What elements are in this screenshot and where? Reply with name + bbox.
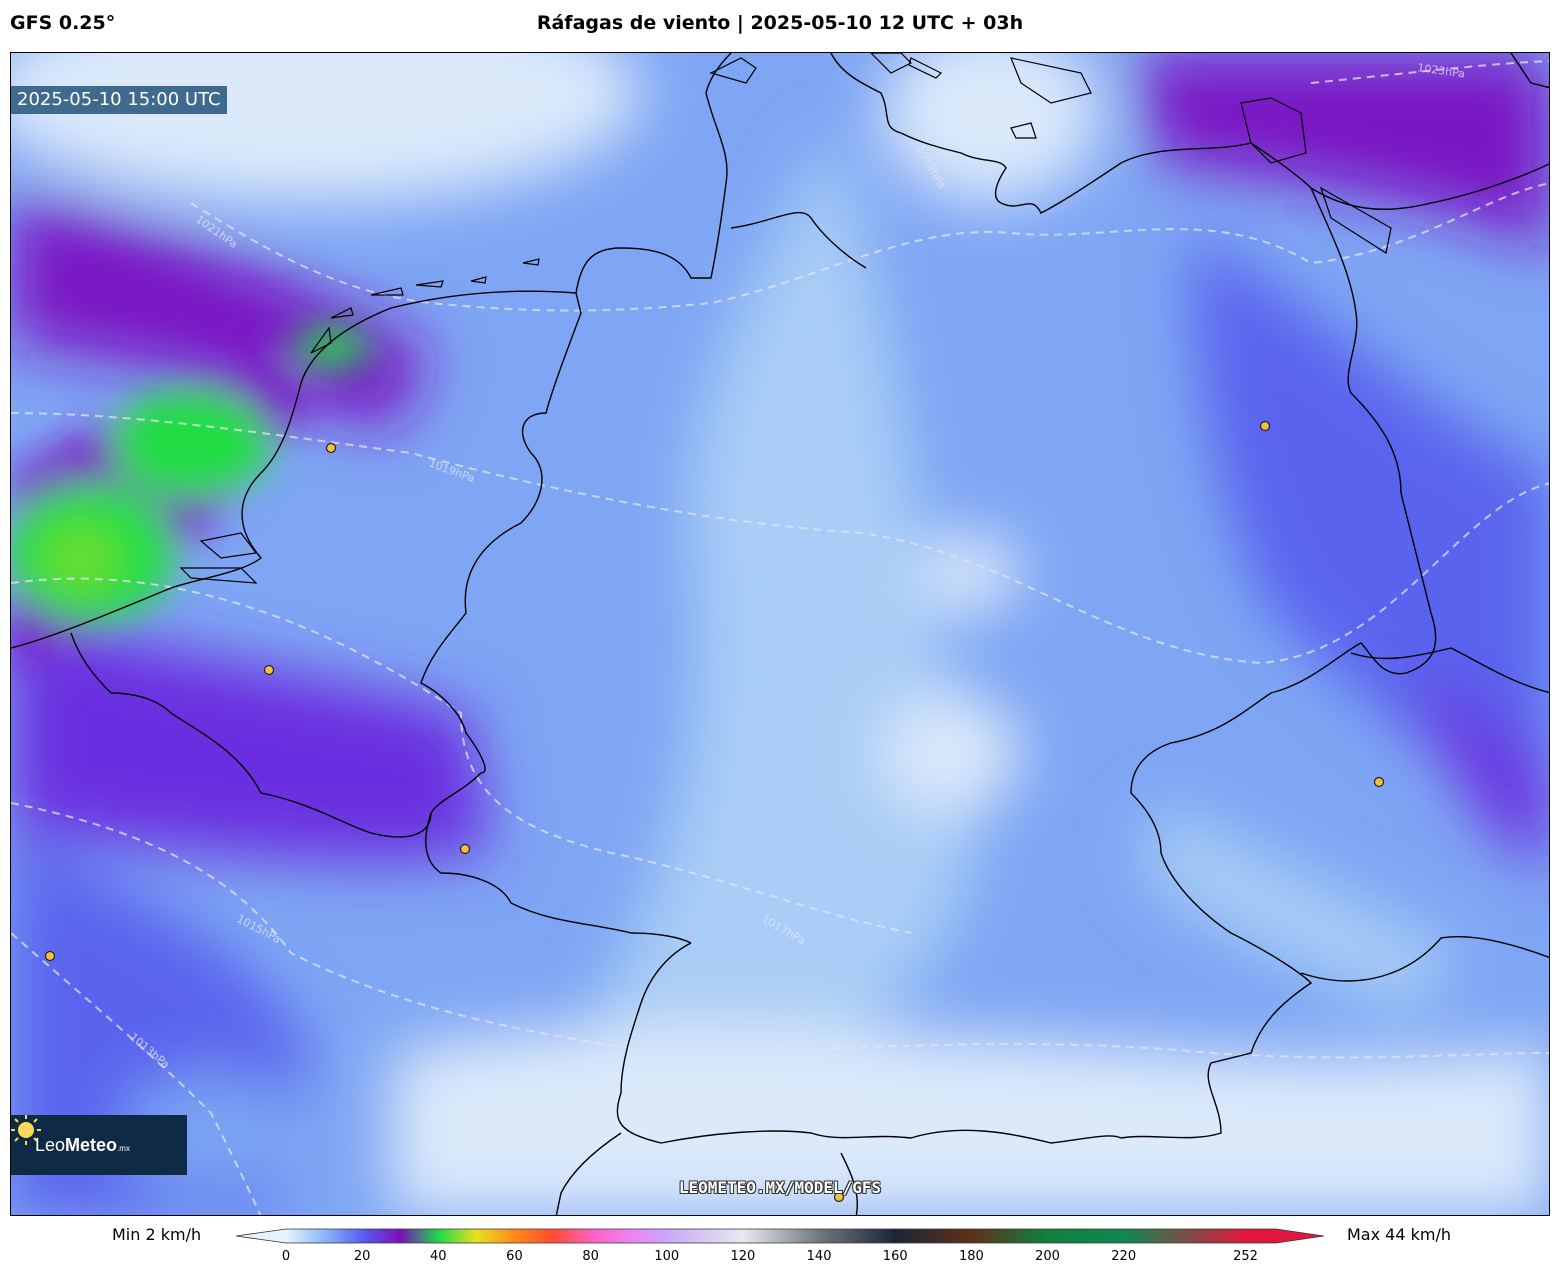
colorbar-tick: 140 [806, 1249, 832, 1264]
logo-suffix: .mx [117, 1143, 130, 1153]
border-ne [1510, 53, 1549, 89]
legend-max-label: Max 44 km/h [1347, 1225, 1451, 1244]
field-benelux-violet [11, 613, 491, 862]
border-fr-de-lux [425, 812, 692, 944]
island-lolland [908, 57, 943, 79]
island-sylt [709, 57, 757, 84]
colorbar-ticks: 0 20 40 60 80 100 120 140 160 180 200 22… [0, 1249, 1560, 1264]
field-alps-calm [391, 1025, 1549, 1215]
field-central-calm [881, 693, 1021, 813]
island-curonian [1240, 97, 1307, 164]
field-gust-core-1 [111, 388, 271, 498]
field-frisian-gust [291, 328, 371, 368]
isobar-1015 [11, 802, 1549, 1059]
map-frame[interactable]: 1023hPa 1021hPa 1019hPa 1017hPa 1015hPa … [10, 52, 1550, 1216]
isobar-1017 [11, 577, 912, 934]
colorbar-tick: 80 [582, 1249, 599, 1264]
field-poland-blue [1191, 233, 1549, 832]
colorbar-tick: 40 [430, 1249, 447, 1264]
city-marker-vaduz [833, 1191, 845, 1203]
coast-kiel [730, 211, 867, 269]
isobar-1021 [190, 182, 1549, 312]
island-spit [1319, 186, 1392, 254]
border-ch-at [616, 942, 1122, 1144]
field-central-corridor [571, 133, 978, 1103]
islands [179, 53, 1392, 584]
island-fehmarn [870, 53, 913, 74]
island-bornholm [1010, 57, 1092, 104]
field-czech-light [1141, 803, 1461, 1013]
isobar-1019 [11, 412, 1549, 665]
colorbar-tick: 252 [1233, 1249, 1258, 1264]
colorbar-tick: 0 [281, 1249, 291, 1264]
isobars [11, 60, 1549, 1215]
border-ch-south [555, 1132, 622, 1215]
isobar-1013 [11, 932, 262, 1215]
colorbar-tick: 60 [506, 1249, 523, 1264]
border-ru-lt [1310, 163, 1549, 210]
island-zeeland [199, 532, 258, 559]
border-it [840, 1152, 858, 1215]
borders [11, 53, 1549, 1215]
island-walcheren [179, 567, 258, 584]
isobar-1023 [1310, 60, 1549, 84]
island-ameland [415, 280, 444, 288]
island-texel [310, 326, 332, 354]
coast-nl-de [11, 290, 582, 814]
colorbar-tick: 180 [958, 1249, 984, 1264]
coast-baltic [830, 53, 1312, 214]
border-de-dk [575, 53, 732, 294]
island-terschelling [370, 287, 404, 296]
logo-brand-light: Leo [35, 1134, 66, 1155]
island-schiermonnikoog [470, 276, 487, 284]
model-name: GFS 0.25° [10, 12, 116, 34]
watermark-url: LEOMETEO.MX/MODEL/GFS [678, 1178, 882, 1197]
field-baltic-calm [881, 53, 1101, 203]
logo-brand-bold: Meteo [65, 1134, 118, 1155]
colorbar-tick: 160 [882, 1249, 908, 1264]
valid-time-badge: 2025-05-10 15:00 UTC [11, 86, 227, 114]
island-borkum [522, 258, 540, 266]
logo-text: LeoMeteo.mx [35, 1135, 130, 1156]
colorbar-gradient [236, 1228, 1324, 1244]
colorbar-tick: 120 [730, 1249, 756, 1264]
field-slovakia-violet [1411, 673, 1549, 872]
city-marker-luxembourg [459, 843, 471, 855]
colorbar-tick: 100 [654, 1249, 680, 1264]
field-gust-peak [41, 523, 121, 593]
wind-gust-map: 1023hPa 1021hPa 1019hPa 1017hPa 1015hPa … [11, 53, 1549, 1215]
island-vlieland [330, 307, 354, 319]
colorbar-tick: 20 [353, 1249, 371, 1264]
border-at-sk [1300, 936, 1549, 982]
field-northeast-band [1131, 53, 1549, 252]
legend-min-label: Min 2 km/h [112, 1225, 202, 1244]
city-marker-paris [44, 950, 56, 962]
city-markers [44, 420, 1385, 1203]
island-small [1010, 122, 1037, 139]
border-cz-sk [1350, 647, 1549, 694]
city-marker-brussels [263, 664, 275, 676]
sun-icon [11, 1115, 41, 1145]
chart-title: Ráfagas de viento | 2025-05-10 12 UTC + … [536, 12, 1024, 34]
colorbar-tick: 200 [1035, 1249, 1060, 1264]
city-marker-amsterdam [325, 442, 337, 454]
field-central-calm-2 [921, 533, 1021, 613]
leometeo-logo[interactable]: LeoMeteo.mx [11, 1115, 187, 1175]
colorbar [236, 1228, 1324, 1244]
border-fr-be [70, 632, 432, 838]
city-marker-warsaw [1259, 420, 1271, 432]
city-marker-krakow [1373, 776, 1385, 788]
field-northsea-band [11, 193, 431, 433]
border-pl-cz-at [1120, 187, 1437, 1139]
colorbar-tick: 220 [1111, 1249, 1137, 1264]
